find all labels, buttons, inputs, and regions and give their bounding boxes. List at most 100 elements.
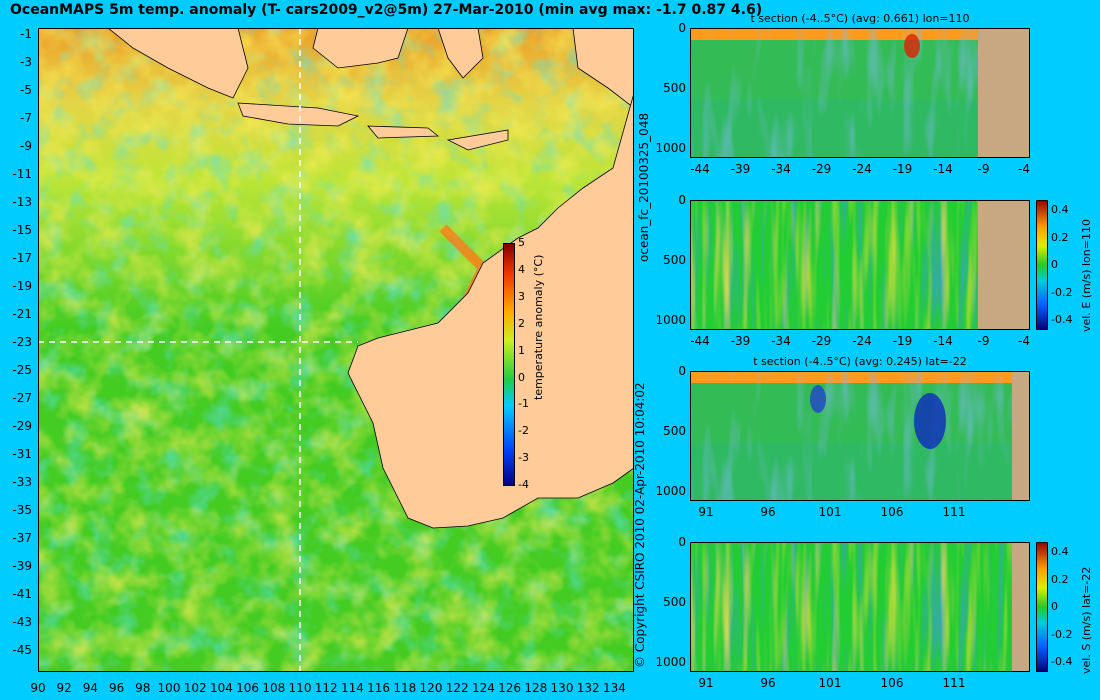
sulawesi	[437, 28, 484, 79]
lon-tick-label: 94	[82, 681, 99, 695]
velocity-section-plot[interactable]	[690, 542, 1030, 672]
section-x-tick: -39	[730, 334, 751, 348]
lon-tick-label: 92	[56, 681, 72, 695]
section-depth-tick: 1000	[655, 141, 686, 155]
section-depth-tick: 0	[678, 364, 686, 378]
colorbar-tick-label: 1	[518, 343, 525, 357]
lat-tick-label: -19	[12, 279, 32, 293]
lat-tick-label: -9	[20, 139, 32, 153]
velocity-colorbar-tick: 0	[1051, 258, 1058, 271]
lat-tick-label: -11	[12, 167, 32, 181]
lat-tick-label: -13	[12, 195, 32, 209]
lon-tick-label: 128	[524, 681, 548, 695]
section-x-tick: -14	[933, 334, 953, 348]
colorbar-tick-label: 2	[518, 316, 525, 330]
lat-tick-label: -35	[12, 503, 32, 517]
section-x-tick: -9	[977, 334, 990, 348]
section-depth-tick: 0	[678, 21, 686, 35]
section-x-tick: 91	[698, 505, 714, 519]
colorbar-tick-label: 5	[518, 236, 525, 249]
lat-tick-label: -15	[12, 223, 32, 237]
lat-tick-label: -17	[12, 251, 32, 265]
lon-tick-label: 90	[30, 681, 46, 695]
lat-tick-label: -37	[12, 531, 32, 545]
lon-tick-label: 98	[135, 681, 151, 695]
lat-tick-label: -33	[12, 475, 32, 489]
section-depth-tick: 500	[663, 424, 686, 438]
temperature-section-plot[interactable]	[690, 28, 1030, 158]
colorbar-tick-label: 4	[518, 262, 525, 276]
land-masses	[107, 28, 634, 529]
section-land	[1012, 371, 1030, 501]
sumatra	[107, 28, 249, 99]
lat-tick-label: -43	[12, 615, 32, 629]
borneo	[312, 28, 409, 69]
nusa-tenggara	[367, 125, 440, 139]
lon-tick-label: 116	[367, 681, 391, 695]
lat-tick-label: -21	[12, 307, 32, 321]
page-title: OceanMAPS 5m temp. anomaly (T- cars2009_…	[10, 2, 763, 18]
section-x-tick: 101	[818, 505, 842, 519]
timor	[446, 129, 509, 151]
velocity-colorbar-tick: 0.2	[1051, 572, 1069, 586]
velocity-colorbar	[1036, 200, 1048, 330]
section-x-tick: -34	[771, 162, 791, 176]
section-x-tick: -4	[1018, 334, 1030, 348]
section-depth-tick: 1000	[655, 313, 686, 327]
lat-tick-label: -3	[20, 55, 32, 69]
colorbar-tick-label: 0	[518, 370, 525, 384]
section-x-tick: -9	[977, 162, 990, 176]
velocity-colorbar-tick: 0	[1051, 600, 1058, 613]
velocity-colorbar-tick: -0.2	[1051, 627, 1073, 641]
section-x-tick: 96	[760, 505, 776, 519]
lat-tick-label: -31	[12, 447, 32, 461]
velocity-colorbar-tick: 0.2	[1051, 230, 1069, 244]
colorbar-tick-label: -1	[518, 397, 529, 411]
lon-tick-label: 100	[157, 681, 181, 695]
section-x-tick: -19	[892, 162, 913, 176]
section-x-tick: -19	[892, 334, 913, 348]
temperature-section-plot[interactable]	[690, 371, 1030, 501]
lon-tick-label: 118	[393, 681, 417, 695]
lon-tick-label: 110	[288, 681, 312, 695]
section-title: t section (-4..5°C) (avg: 0.245) lat=-22	[753, 355, 967, 368]
copyright-label: © Copyright CSIRO 2010 02-Apr-2010 10:04…	[633, 382, 647, 668]
lon-tick-label: 120	[419, 681, 443, 695]
velocity-colorbar-label: vel. E (m/s) lon=110	[1080, 219, 1093, 332]
section-x-tick: 106	[880, 505, 904, 519]
velocity-colorbar	[1036, 542, 1048, 672]
lon-tick-label: 114	[340, 681, 364, 695]
temperature-colorbar-label: temperature anomaly (°C)	[532, 254, 545, 400]
section-depth-tick: 500	[663, 595, 686, 609]
section-title: t section (-4..5°C) (avg: 0.661) lon=110	[750, 12, 970, 25]
lon-tick-label: 106	[236, 681, 260, 695]
section-depth-tick: 1000	[655, 484, 686, 498]
lon-tick-label: 124	[471, 681, 495, 695]
lon-tick-label: 102	[183, 681, 207, 695]
section-x-tick: -24	[852, 162, 872, 176]
lon-tick-label: 130	[550, 681, 574, 695]
lat-tick-label: -25	[12, 363, 32, 377]
section-x-tick: -14	[933, 162, 953, 176]
velocity-colorbar-tick: -0.4	[1051, 313, 1073, 326]
section-land	[978, 28, 1030, 158]
section-depth-tick: 0	[678, 535, 686, 549]
section-depth-tick: 500	[663, 253, 686, 267]
lat-tick-label: -39	[12, 559, 32, 573]
section-x-tick: -44	[690, 334, 710, 348]
lat-tick-label: -29	[12, 419, 32, 433]
section-x-tick: 111	[942, 505, 966, 519]
velocity-section-plot[interactable]	[690, 200, 1030, 330]
section-x-tick: -34	[771, 334, 791, 348]
section-land	[978, 200, 1030, 330]
section-depth-tick: 1000	[655, 655, 686, 669]
section-x-tick: 101	[818, 676, 842, 690]
temperature-anomaly-map[interactable]	[38, 28, 634, 672]
lon-tick-label: 104	[209, 681, 233, 695]
section-x-tick: -44	[690, 162, 710, 176]
lon-tick-label: 96	[108, 681, 125, 695]
velocity-colorbar-tick: 0.4	[1051, 203, 1069, 216]
section-depth-tick: 0	[678, 193, 686, 207]
lat-tick-label: -27	[12, 391, 32, 405]
section-x-tick: -29	[811, 162, 832, 176]
